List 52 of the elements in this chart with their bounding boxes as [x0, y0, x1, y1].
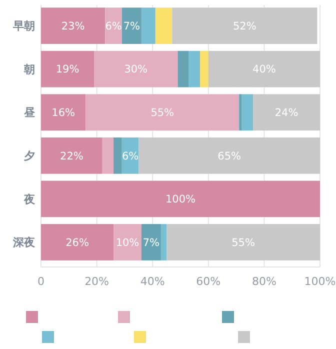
- bar: [41, 94, 86, 131]
- data-label: 22%: [60, 150, 84, 162]
- y-tick-label: 夕: [23, 149, 35, 162]
- bar: [41, 137, 102, 174]
- data-label: 26%: [66, 236, 89, 249]
- bar: [114, 137, 122, 174]
- x-tick-label: 60%: [196, 275, 221, 288]
- data-label: 7%: [123, 20, 140, 32]
- bar: [141, 8, 156, 44]
- bar: [200, 50, 208, 88]
- bar: [138, 137, 320, 174]
- bar: [253, 94, 320, 131]
- x-tick-label: 40%: [140, 275, 165, 288]
- bar: [242, 94, 254, 131]
- data-label: 6%: [105, 20, 122, 32]
- data-label: 55%: [150, 107, 174, 120]
- bar: [155, 8, 172, 44]
- x-tick-label: 0: [38, 275, 44, 288]
- y-tick-label: 早朝: [12, 20, 35, 33]
- y-tick-label: 深夜: [12, 236, 36, 250]
- data-label: 30%: [124, 64, 148, 76]
- bar: [166, 224, 320, 260]
- x-tick-label: 80%: [252, 275, 276, 288]
- data-label: 7%: [142, 236, 160, 249]
- bar: [208, 50, 320, 88]
- bar: [41, 8, 106, 44]
- y-tick-label: 昼: [23, 106, 36, 120]
- bar: [105, 8, 122, 44]
- data-label: 10%: [116, 236, 140, 249]
- bar: [178, 50, 189, 88]
- bar: [86, 94, 240, 131]
- bar: [141, 224, 161, 260]
- data-label: 19%: [56, 64, 80, 76]
- bar: [188, 50, 200, 88]
- bar: [94, 50, 178, 88]
- data-label: 23%: [61, 20, 85, 32]
- x-tick-label: 20%: [84, 275, 110, 288]
- bar: [160, 224, 167, 260]
- data-label: 100%: [165, 194, 196, 206]
- data-label: 16%: [52, 107, 76, 120]
- bar: [41, 180, 320, 218]
- bar: [114, 224, 142, 260]
- bar: [239, 94, 242, 131]
- bar: [102, 137, 114, 174]
- y-tick-label: 夜: [23, 192, 36, 206]
- bar: [41, 224, 114, 260]
- x-tick-label: 100%: [304, 275, 336, 288]
- bar: [172, 8, 318, 44]
- bar: [41, 50, 94, 88]
- bar: [122, 8, 142, 44]
- data-label: 6%: [122, 150, 139, 162]
- y-tick-label: 朝: [23, 62, 35, 76]
